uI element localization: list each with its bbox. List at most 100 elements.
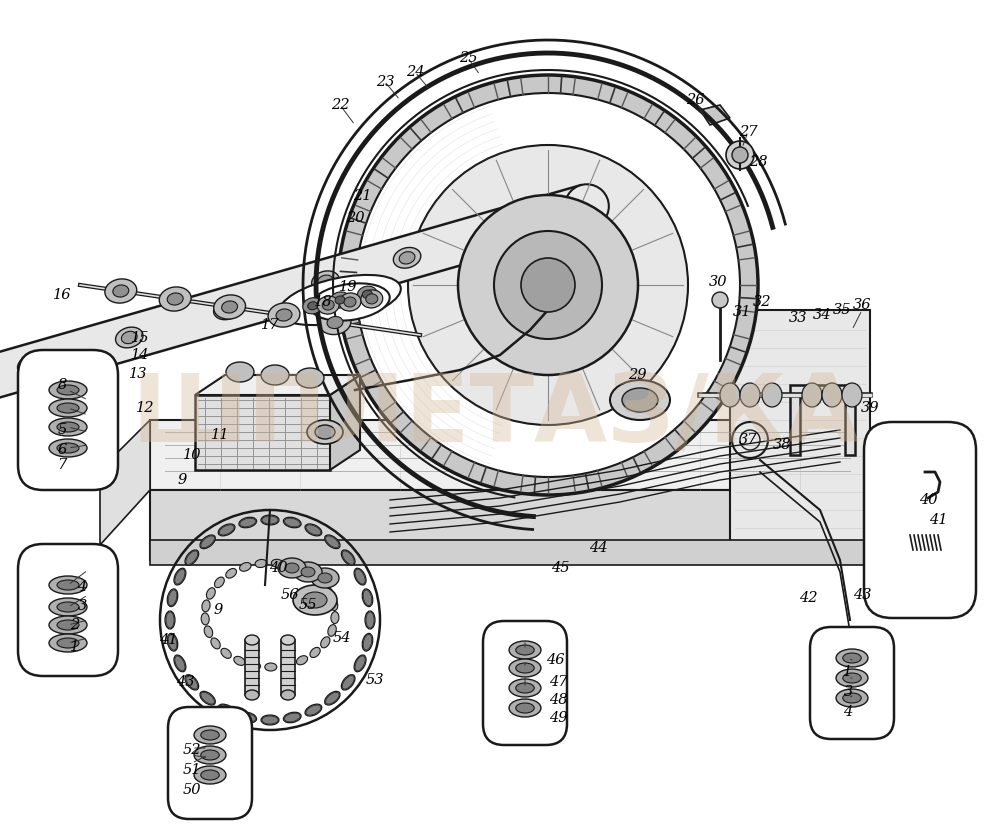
Text: 17: 17 — [261, 318, 279, 332]
Text: 12: 12 — [136, 401, 155, 415]
Text: 51: 51 — [182, 763, 201, 777]
Text: 13: 13 — [129, 367, 148, 381]
Ellipse shape — [317, 296, 339, 314]
Ellipse shape — [303, 592, 327, 608]
Text: 31: 31 — [732, 305, 751, 319]
Ellipse shape — [335, 296, 345, 304]
Ellipse shape — [310, 647, 320, 657]
Ellipse shape — [356, 93, 740, 477]
Text: 27: 27 — [738, 125, 757, 139]
Ellipse shape — [57, 422, 79, 432]
Text: 50: 50 — [182, 783, 201, 797]
Ellipse shape — [174, 569, 185, 584]
Ellipse shape — [167, 293, 183, 305]
Ellipse shape — [262, 516, 278, 524]
Text: 2: 2 — [70, 618, 79, 632]
Ellipse shape — [408, 145, 688, 425]
Text: 38: 38 — [773, 438, 791, 452]
Ellipse shape — [393, 247, 421, 268]
Ellipse shape — [219, 303, 235, 315]
Ellipse shape — [296, 656, 307, 665]
Text: 11: 11 — [211, 428, 229, 442]
Ellipse shape — [306, 525, 321, 535]
Ellipse shape — [214, 577, 224, 587]
Ellipse shape — [113, 285, 129, 297]
Ellipse shape — [116, 327, 143, 348]
Ellipse shape — [802, 383, 822, 407]
Ellipse shape — [261, 715, 279, 725]
Ellipse shape — [363, 633, 373, 651]
Ellipse shape — [311, 271, 339, 291]
Text: 35: 35 — [832, 303, 851, 317]
Ellipse shape — [366, 612, 374, 628]
Ellipse shape — [338, 75, 758, 495]
Ellipse shape — [221, 648, 231, 658]
Ellipse shape — [315, 425, 335, 439]
FancyBboxPatch shape — [18, 350, 118, 490]
Ellipse shape — [239, 518, 257, 527]
Ellipse shape — [279, 275, 400, 325]
Text: 26: 26 — [686, 93, 705, 107]
Ellipse shape — [206, 587, 215, 599]
Ellipse shape — [330, 292, 350, 308]
Ellipse shape — [226, 362, 254, 382]
Ellipse shape — [261, 515, 279, 525]
Ellipse shape — [49, 634, 87, 652]
FancyBboxPatch shape — [168, 707, 252, 819]
Ellipse shape — [314, 576, 324, 587]
Ellipse shape — [185, 675, 198, 690]
Ellipse shape — [509, 699, 541, 717]
Ellipse shape — [283, 712, 301, 723]
Ellipse shape — [354, 568, 366, 585]
Ellipse shape — [822, 383, 842, 407]
Text: 53: 53 — [366, 673, 385, 687]
Text: 40: 40 — [919, 493, 937, 507]
Ellipse shape — [240, 562, 251, 572]
Text: 20: 20 — [346, 211, 365, 225]
Ellipse shape — [325, 691, 340, 705]
Polygon shape — [790, 385, 855, 455]
Text: 36: 36 — [852, 298, 871, 312]
Ellipse shape — [364, 635, 372, 650]
Ellipse shape — [521, 258, 575, 312]
Ellipse shape — [201, 692, 214, 704]
Polygon shape — [330, 375, 360, 470]
Text: 30: 30 — [709, 275, 727, 289]
Ellipse shape — [515, 663, 534, 673]
Text: 23: 23 — [376, 75, 394, 89]
Ellipse shape — [712, 292, 728, 308]
Polygon shape — [150, 420, 870, 490]
Ellipse shape — [281, 661, 292, 670]
Ellipse shape — [344, 297, 356, 307]
Ellipse shape — [339, 293, 361, 311]
Ellipse shape — [363, 589, 373, 607]
Text: 1: 1 — [70, 640, 79, 654]
Ellipse shape — [57, 385, 79, 395]
Polygon shape — [195, 395, 330, 470]
Ellipse shape — [194, 726, 226, 744]
Ellipse shape — [308, 302, 318, 310]
Text: 42: 42 — [799, 591, 818, 605]
Ellipse shape — [509, 659, 541, 677]
Text: 25: 25 — [459, 51, 478, 65]
Text: 1: 1 — [843, 665, 852, 679]
Text: 45: 45 — [551, 561, 569, 575]
Ellipse shape — [494, 231, 602, 339]
Ellipse shape — [726, 141, 754, 169]
Ellipse shape — [194, 746, 226, 764]
Ellipse shape — [166, 612, 174, 628]
Ellipse shape — [49, 418, 87, 436]
Ellipse shape — [276, 309, 292, 321]
Text: 7: 7 — [57, 458, 66, 472]
FancyBboxPatch shape — [18, 544, 118, 676]
Ellipse shape — [262, 716, 278, 724]
Ellipse shape — [255, 559, 267, 567]
Ellipse shape — [294, 562, 322, 582]
Ellipse shape — [296, 368, 324, 388]
Text: 28: 28 — [749, 155, 767, 169]
Ellipse shape — [185, 550, 198, 566]
Polygon shape — [150, 490, 870, 560]
Text: 40: 40 — [269, 561, 287, 575]
Ellipse shape — [245, 635, 259, 645]
Ellipse shape — [509, 641, 541, 659]
